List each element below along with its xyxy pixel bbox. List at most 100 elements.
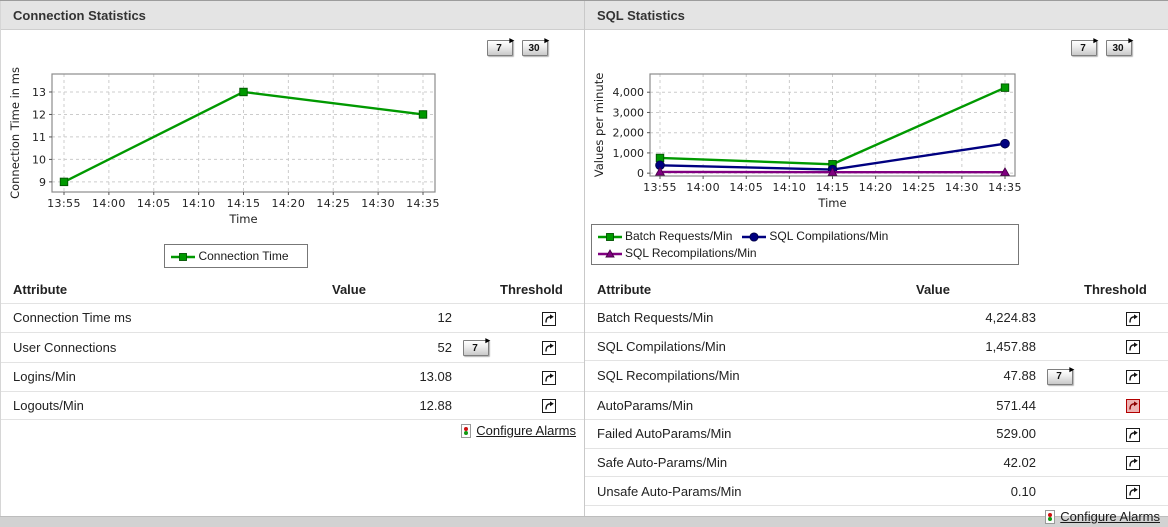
attribute-value: 47.88 — [916, 360, 1036, 392]
y-tick-label: 1,000 — [613, 147, 645, 160]
panel-connection-statistics: Connection Statistics 7 ▸ 30 ▸ 13:55 14:00 14… — [0, 1, 584, 516]
y-tick-label: 13 — [32, 86, 46, 99]
column-header-value: Value — [332, 276, 452, 304]
table-row: Connection Time ms 12 — [1, 303, 584, 333]
x-tick-label: 14:10 — [182, 197, 216, 210]
column-header-attribute: Attribute — [585, 276, 916, 304]
green-dot — [1048, 516, 1053, 521]
threshold-icon[interactable] — [1126, 311, 1140, 326]
period-buttons: 7 ▸ 30 ▸ — [1071, 36, 1133, 56]
legend-marker-icon — [742, 232, 767, 242]
row-button-cell — [452, 303, 500, 333]
attribute-label: Failed AutoParams/Min — [585, 419, 916, 449]
configure-alarms-link[interactable]: Configure Alarms — [1060, 508, 1160, 524]
table-row: Logouts/Min 12.88 — [1, 391, 584, 421]
configure-alarms-row: Configure Alarms — [1, 420, 584, 442]
stats-table: Attribute Value Threshold Batch Requests/Mi… — [585, 276, 1168, 527]
threshold-icon[interactable] — [1126, 369, 1140, 384]
chart-zone: 7 ▸ 30 ▸ 13:55 14:00 14:05 14:10 14:15 14:20 14:2… — [1, 30, 584, 276]
period-button-label: 7 — [1080, 42, 1086, 54]
play-arrow-icon: ▸ — [1128, 35, 1133, 45]
table-header-row: Attribute Value Threshold — [1, 276, 584, 304]
threshold-icon[interactable] — [1126, 340, 1140, 355]
period-button-label: 30 — [528, 42, 540, 54]
threshold-cell — [500, 303, 584, 333]
play-arrow-icon: ▸ — [1069, 363, 1074, 374]
chart-legend: Batch Requests/Min SQL Compilations/Min SQ… — [591, 224, 1019, 265]
column-header-attribute: Attribute — [1, 276, 332, 304]
y-tick-label: 9 — [39, 176, 46, 189]
connection-time-chart: 13:55 14:00 14:05 14:10 14:15 14:20 14:25 14:30… — [8, 67, 439, 226]
period-button-label: 7 — [1056, 371, 1062, 383]
row-button-cell — [1036, 419, 1084, 449]
configure-alarms-cell: Configure Alarms — [1, 420, 584, 442]
y-axis-label: Values per minute — [592, 73, 606, 178]
row-button-cell — [1036, 391, 1084, 421]
period-7-button[interactable]: 7 ▸ — [1047, 364, 1074, 385]
sql-statistics-chart: 13:55 14:00 14:05 14:10 14:15 14:20 14:25 14:30… — [592, 73, 1021, 210]
attribute-value: 13.08 — [332, 362, 452, 392]
x-tick-label: 14:20 — [859, 181, 893, 194]
row-button-cell: 7 ▸ — [452, 332, 500, 364]
threshold-cell — [1084, 360, 1168, 392]
panel-title: SQL Statistics — [597, 7, 685, 23]
period-30-button[interactable]: 30 ▸ — [1106, 36, 1133, 56]
attribute-value: 42.02 — [916, 448, 1036, 478]
period-button-label: 7 — [472, 342, 478, 354]
y-tick-label: 10 — [32, 153, 46, 166]
configure-alarms-link[interactable]: Configure Alarms — [476, 423, 576, 439]
column-header-value: Value — [916, 276, 1036, 304]
attribute-value: 12 — [332, 303, 452, 333]
threshold-cell — [500, 391, 584, 421]
period-7-button[interactable]: 7 ▸ — [1071, 36, 1098, 56]
threshold-icon[interactable] — [542, 399, 556, 414]
x-tick-label: 14:10 — [773, 181, 807, 194]
attribute-label: Batch Requests/Min — [585, 303, 916, 333]
period-buttons: 7 ▸ 30 ▸ — [487, 36, 549, 56]
threshold-icon[interactable] — [542, 311, 556, 326]
column-header-spacer — [1036, 276, 1084, 304]
attribute-value: 0.10 — [916, 476, 1036, 506]
row-button-cell — [1036, 303, 1084, 333]
x-tick-label: 14:30 — [945, 181, 979, 194]
legend-marker-icon — [598, 249, 622, 258]
period-7-button[interactable]: 7 ▸ — [487, 36, 514, 56]
threshold-icon[interactable] — [1126, 427, 1140, 442]
green-dot — [464, 431, 469, 436]
panel-title: Connection Statistics — [13, 7, 146, 23]
red-dot — [1048, 512, 1053, 517]
attribute-label: Connection Time ms — [1, 303, 332, 333]
y-tick-label: 3,000 — [613, 106, 645, 119]
legend-item: SQL Compilations/Min — [742, 228, 888, 245]
y-tick-label: 2,000 — [613, 127, 645, 140]
threshold-icon[interactable] — [542, 370, 556, 385]
x-tick-label: 13:55 — [47, 197, 81, 210]
threshold-icon[interactable] — [1126, 484, 1140, 499]
period-30-button[interactable]: 30 ▸ — [522, 36, 549, 56]
threshold-cell — [500, 332, 584, 364]
panel-header: SQL Statistics — [585, 1, 1168, 30]
threshold-cell — [1084, 419, 1168, 449]
period-7-button[interactable]: 7 ▸ — [463, 336, 490, 357]
table-row: Batch Requests/Min 4,224.83 — [585, 303, 1168, 333]
table-row: Logins/Min 13.08 — [1, 362, 584, 392]
table-header-row: Attribute Value Threshold — [585, 276, 1168, 304]
attribute-value: 529.00 — [916, 419, 1036, 449]
legend-marker-icon — [598, 233, 622, 241]
attribute-label: AutoParams/Min — [585, 391, 916, 421]
threshold-icon[interactable] — [542, 341, 556, 356]
row-button-cell — [1036, 448, 1084, 478]
y-tick-label: 11 — [32, 131, 46, 144]
legend-label: SQL Compilations/Min — [769, 229, 889, 243]
threshold-icon[interactable] — [1126, 456, 1140, 471]
legend-item: SQL Recompilations/Min — [598, 245, 757, 262]
row-button-cell — [452, 362, 500, 392]
x-tick-label: 14:15 — [227, 197, 261, 210]
chart-legend: Connection Time — [1, 244, 471, 268]
x-tick-label: 13:55 — [643, 181, 677, 194]
x-axis-label: Time — [817, 196, 846, 210]
x-tick-label: 14:15 — [816, 181, 850, 194]
threshold-alert-icon[interactable] — [1126, 399, 1140, 414]
configure-alarms-cell: Configure Alarms — [585, 505, 1168, 527]
